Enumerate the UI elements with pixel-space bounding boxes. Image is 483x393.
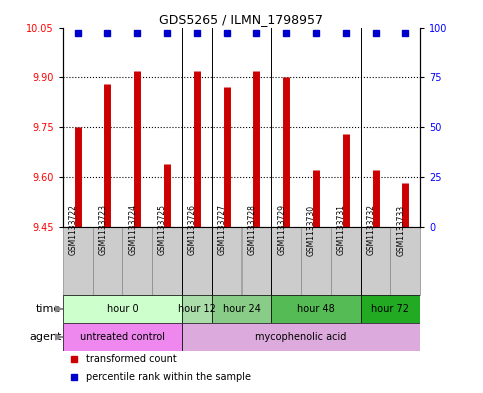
Text: hour 12: hour 12 xyxy=(178,304,216,314)
Text: GSM1133726: GSM1133726 xyxy=(188,204,197,255)
Text: hour 0: hour 0 xyxy=(107,304,138,314)
Text: GSM1133723: GSM1133723 xyxy=(99,204,108,255)
Bar xyxy=(361,226,390,295)
Text: hour 72: hour 72 xyxy=(371,304,410,314)
Text: GSM1133728: GSM1133728 xyxy=(247,204,256,255)
Title: GDS5265 / ILMN_1798957: GDS5265 / ILMN_1798957 xyxy=(159,13,324,26)
Bar xyxy=(93,226,122,295)
Bar xyxy=(182,226,212,295)
Bar xyxy=(361,295,420,323)
Bar xyxy=(390,226,420,295)
Text: GSM1133733: GSM1133733 xyxy=(397,204,405,255)
Text: time: time xyxy=(36,304,61,314)
Text: mycophenolic acid: mycophenolic acid xyxy=(256,332,347,342)
Bar xyxy=(212,226,242,295)
Text: GSM1133722: GSM1133722 xyxy=(69,204,78,255)
Bar xyxy=(331,226,361,295)
Text: percentile rank within the sample: percentile rank within the sample xyxy=(86,372,251,382)
Text: transformed count: transformed count xyxy=(86,354,177,364)
Text: GSM1133727: GSM1133727 xyxy=(218,204,227,255)
Bar xyxy=(63,323,182,351)
Bar xyxy=(122,226,152,295)
Bar xyxy=(242,226,271,295)
Bar xyxy=(301,226,331,295)
Bar xyxy=(152,226,182,295)
Text: GSM1133731: GSM1133731 xyxy=(337,204,346,255)
Bar xyxy=(63,295,182,323)
Text: GSM1133725: GSM1133725 xyxy=(158,204,167,255)
Text: hour 48: hour 48 xyxy=(297,304,335,314)
Text: GSM1133732: GSM1133732 xyxy=(367,204,376,255)
Bar xyxy=(63,226,93,295)
Bar xyxy=(182,323,420,351)
Text: GSM1133729: GSM1133729 xyxy=(277,204,286,255)
Bar xyxy=(271,226,301,295)
Text: agent: agent xyxy=(29,332,61,342)
Bar xyxy=(212,295,271,323)
Bar xyxy=(271,295,361,323)
Text: GSM1133724: GSM1133724 xyxy=(128,204,137,255)
Text: untreated control: untreated control xyxy=(80,332,165,342)
Bar xyxy=(182,295,212,323)
Text: GSM1133730: GSM1133730 xyxy=(307,204,316,255)
Text: hour 24: hour 24 xyxy=(223,304,260,314)
